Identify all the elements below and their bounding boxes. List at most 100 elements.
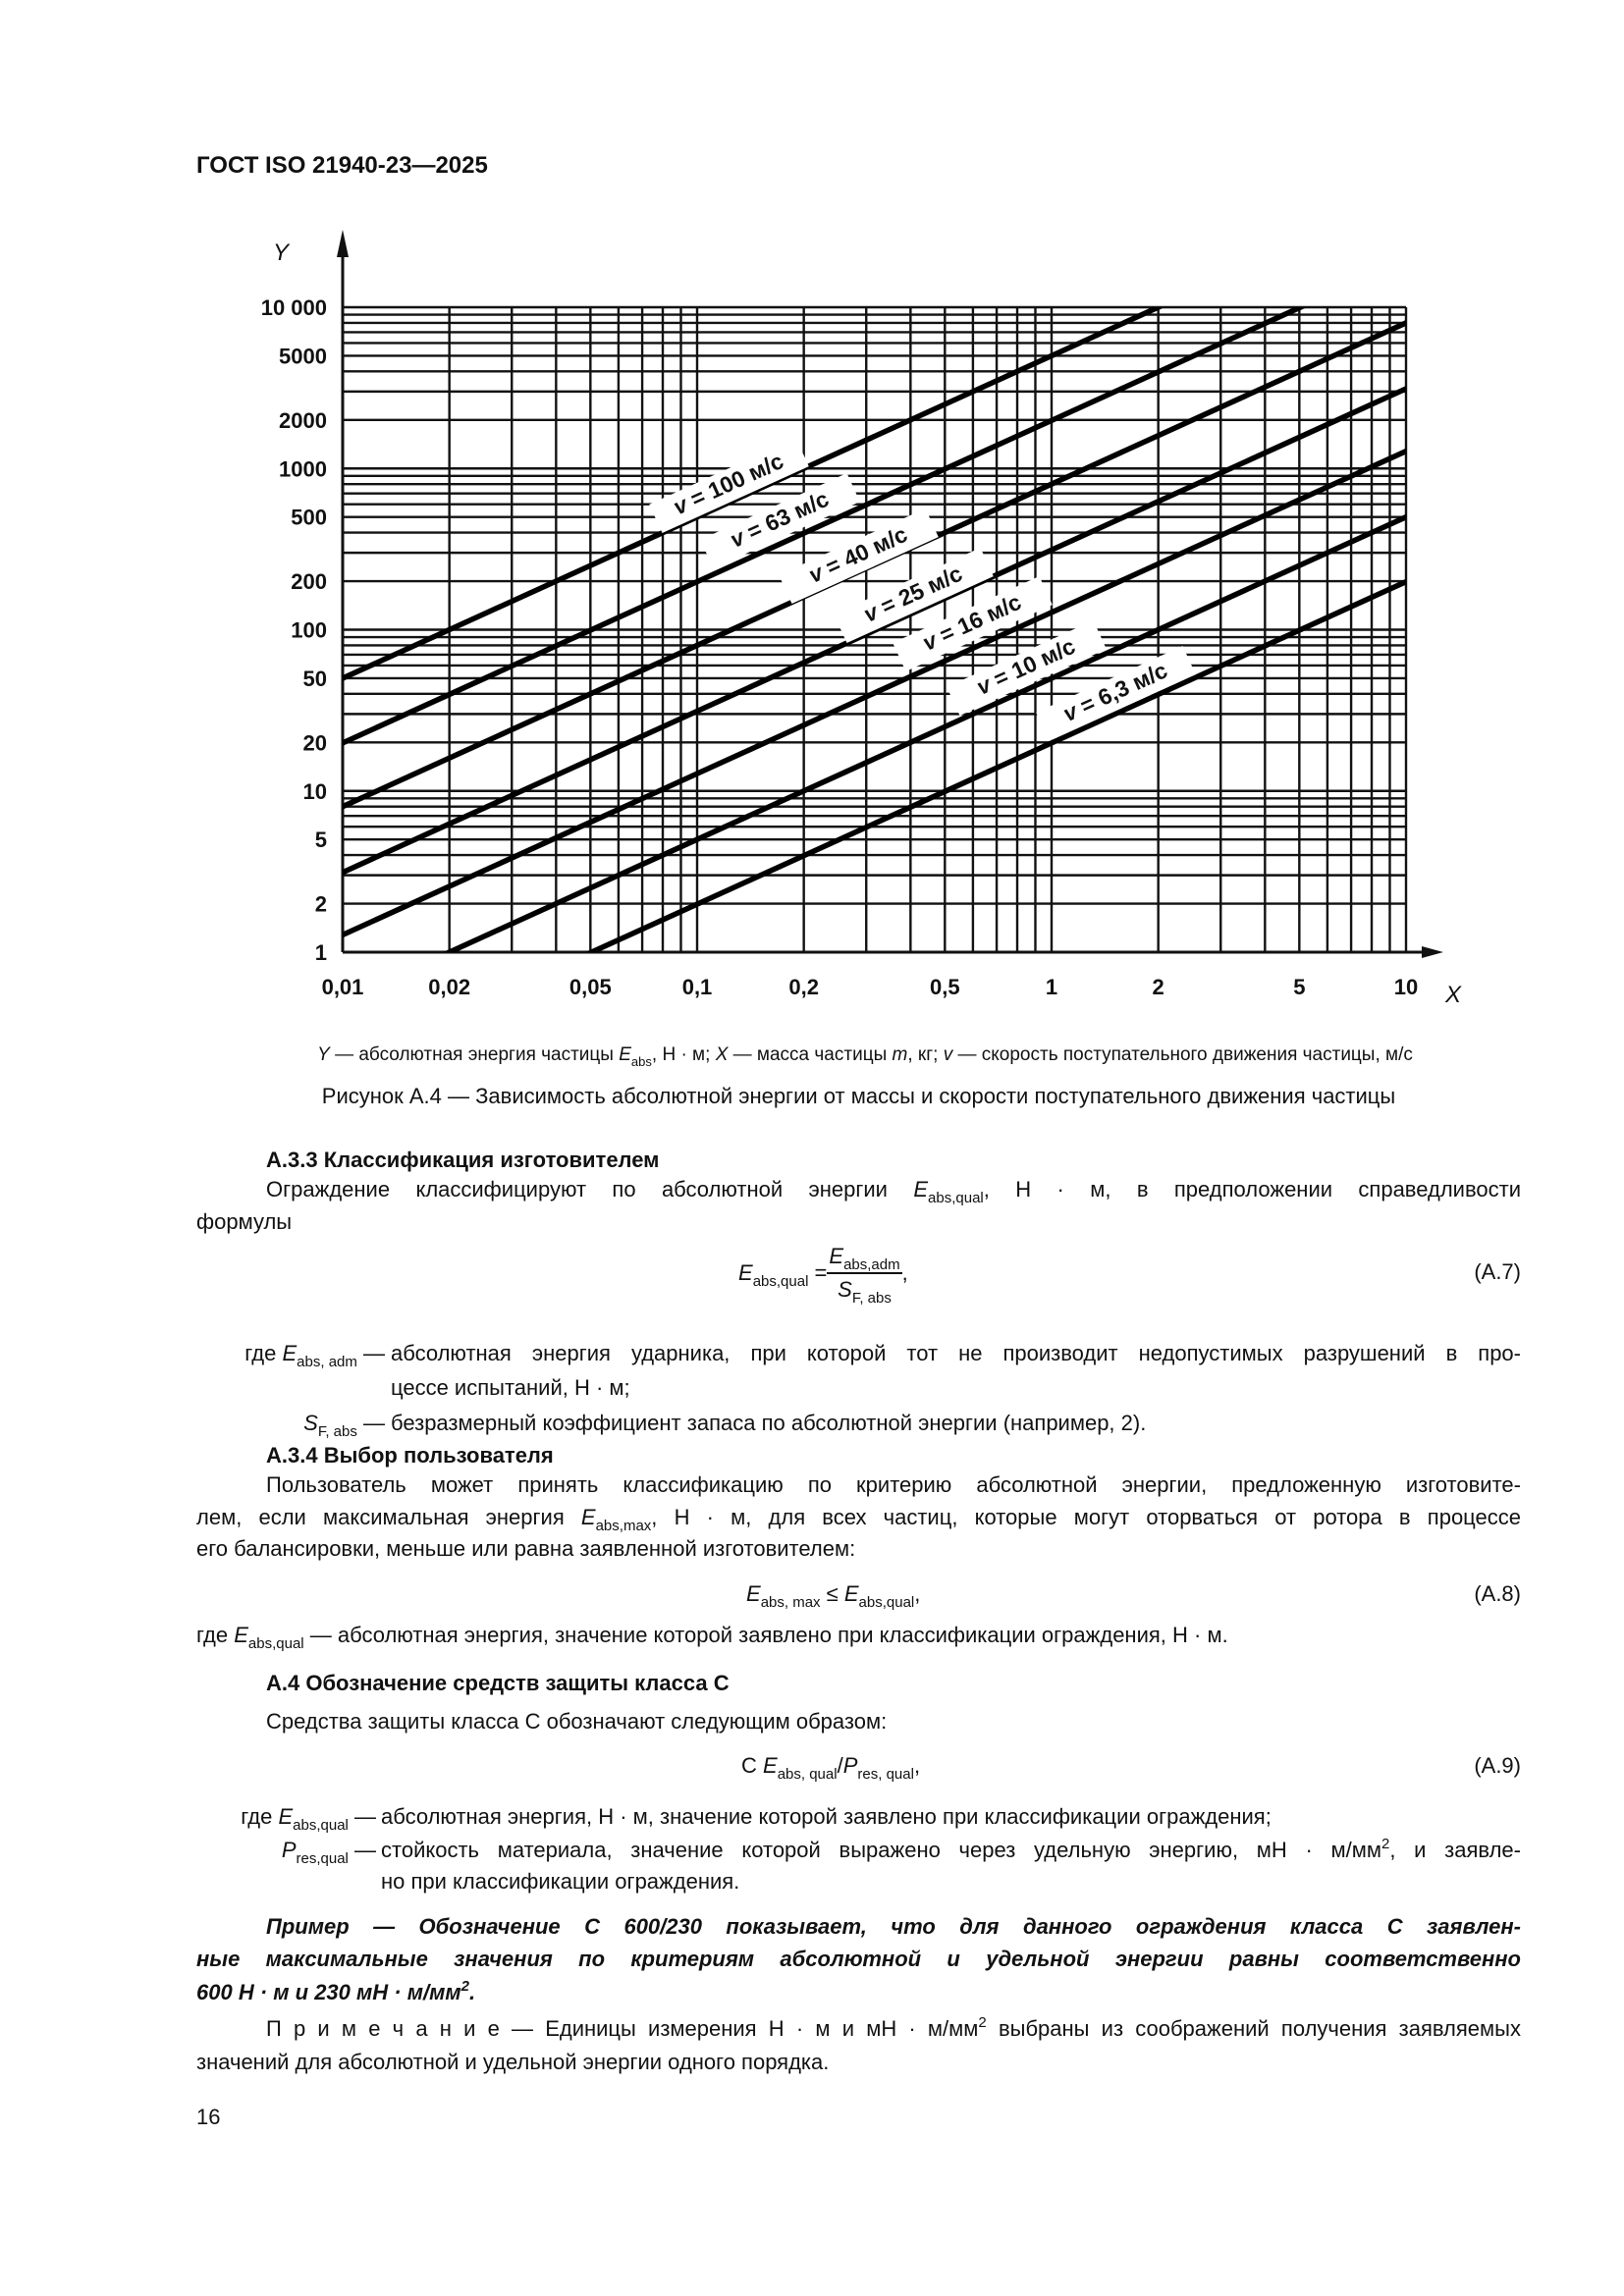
y-tick-label: 1 xyxy=(315,940,327,965)
text-segment: выбраны из соображений получения заявляе… xyxy=(986,2016,1521,2041)
x-tick-label: 0,05 xyxy=(569,975,612,999)
x-tick-label: 0,01 xyxy=(322,975,364,999)
text-segment: E xyxy=(829,1244,844,1268)
formula-fraction: Eabs,adm SF, abs xyxy=(827,1243,902,1307)
text-segment: (А.8) xyxy=(1474,1581,1521,1606)
formula-a9: С Eabs, qual/Pres, qual, xyxy=(741,1752,920,1783)
text-segment: E xyxy=(619,1044,631,1065)
text-segment: А.4 Обозначение средств защиты класса С xyxy=(266,1671,730,1695)
note-line: П р и м е ч а н и е — Единицы измерения … xyxy=(266,2015,1521,2043)
x-axis-arrow-icon xyxy=(1422,946,1443,958)
text-segment: E xyxy=(580,1505,596,1529)
text-segment: (А.9) xyxy=(1474,1753,1521,1778)
text-segment: — xyxy=(348,1838,376,1862)
paragraph-line: формулы xyxy=(196,1208,292,1236)
example-line: 600 Н · м и 230 мН · м/мм2. xyxy=(196,1979,475,2006)
formula-lhs: Eabs,qual = xyxy=(738,1259,828,1290)
text-segment: ные максимальные значения по критериям а… xyxy=(196,1947,1521,1971)
x-tick-label: 1 xyxy=(1046,975,1057,999)
text-segment: — xyxy=(348,1804,376,1829)
section-heading-a34: А.3.4 Выбор пользователя xyxy=(266,1442,554,1469)
series-label-background xyxy=(893,576,1053,672)
series-line xyxy=(443,513,1406,952)
text-segment: abs xyxy=(630,1054,652,1069)
text-segment: S xyxy=(303,1411,318,1435)
text-segment: (А.7) xyxy=(1474,1259,1521,1284)
text-segment: E xyxy=(278,1804,294,1829)
paragraph-line: Средства защиты класса С обозначают след… xyxy=(266,1708,887,1735)
text-segment: — xyxy=(356,1411,385,1435)
where-label: где Eabs, adm — xyxy=(244,1340,385,1370)
series-label: v = 40 м/с xyxy=(779,508,939,605)
text-segment: Y xyxy=(317,1044,330,1065)
text-segment: 2 xyxy=(978,2014,987,2031)
where-label: где Eabs,qual — xyxy=(241,1803,376,1834)
formula-comma: , xyxy=(902,1259,908,1287)
text-segment: abs,qual xyxy=(247,1635,304,1652)
text-segment: = xyxy=(808,1260,828,1285)
series-line xyxy=(343,307,1308,746)
y-tick-label: 10 000 xyxy=(261,295,327,320)
where-text: абсолютная энергия ударника, при которой… xyxy=(391,1340,1521,1367)
text-segment: формулы xyxy=(196,1209,293,1234)
text-segment: но при классификации ограждения. xyxy=(381,1869,740,1894)
text-segment: , xyxy=(914,1581,921,1606)
fraction-numerator: Eabs,adm xyxy=(827,1243,902,1274)
series-label-background xyxy=(649,438,809,534)
text-segment: — xyxy=(356,1341,385,1365)
where-text: абсолютная энергия, Н · м, значение кото… xyxy=(381,1803,1272,1831)
where-label: Pres,qual — xyxy=(281,1837,376,1866)
series-label-background xyxy=(1036,646,1196,742)
text-segment: X xyxy=(715,1044,729,1065)
text-segment: — масса частицы xyxy=(728,1044,893,1065)
text-segment: / xyxy=(837,1753,843,1778)
formula-a8: Eabs, max ≤ Eabs,qual, xyxy=(746,1580,921,1611)
text-segment: abs, adm xyxy=(297,1354,357,1370)
x-tick-label: 0,5 xyxy=(930,975,960,999)
formula-number: (А.7) xyxy=(1474,1258,1521,1286)
where-text: стойкость материала, значение которой вы… xyxy=(381,1837,1521,1864)
text-segment: абсолютная энергия ударника, при которой… xyxy=(391,1341,1521,1365)
where-text: цессе испытаний, Н · м; xyxy=(391,1374,630,1402)
y-tick-label: 2 xyxy=(315,892,327,917)
paragraph-line: лем, если максимальная энергия Eabs,max,… xyxy=(196,1504,1521,1533)
text-segment: abs, max xyxy=(760,1594,821,1611)
text-segment: P xyxy=(842,1753,858,1778)
text-segment: v xyxy=(943,1044,953,1065)
where-text: безразмерный коэффициент запаса по абсол… xyxy=(391,1410,1146,1437)
text-segment: F, abs xyxy=(851,1290,892,1307)
series-label-background xyxy=(947,620,1107,717)
y-tick-label: 5000 xyxy=(279,344,327,368)
y-axis-label: Y xyxy=(273,240,291,266)
x-tick-label: 2 xyxy=(1153,975,1164,999)
text-segment: abs,qual xyxy=(928,1190,984,1206)
text-segment: abs,qual xyxy=(293,1817,349,1834)
text-segment: стойкость материала, значение которой вы… xyxy=(381,1838,1382,1862)
section-heading-a33: А.3.3 Классификация изготовителем xyxy=(266,1147,659,1174)
y-tick-label: 1000 xyxy=(279,456,327,481)
text-segment: P xyxy=(281,1838,297,1862)
y-tick-label: 200 xyxy=(291,569,327,594)
figure-legend: Y — абсолютная энергия частицы Eabs, Н ·… xyxy=(212,1041,1518,1069)
series-line xyxy=(584,578,1406,952)
text-segment: m xyxy=(892,1044,908,1065)
text-segment: где xyxy=(196,1623,235,1647)
text-segment: E xyxy=(913,1177,929,1201)
text-segment: значений для абсолютной и удельной энерг… xyxy=(196,2050,830,2074)
text-segment: res, qual xyxy=(857,1766,914,1783)
text-segment: его балансировки, меньше или равна заявл… xyxy=(196,1536,856,1561)
text-segment: 600 Н · м и 230 мН · м/мм xyxy=(196,1980,461,2004)
text-segment: E xyxy=(738,1260,753,1285)
series-label-background xyxy=(834,548,994,644)
text-segment: . xyxy=(469,1980,476,2004)
where-text: но при классификации ограждения. xyxy=(381,1868,739,1896)
text-segment: abs,qual xyxy=(752,1273,809,1290)
text-segment: А.3.4 Выбор пользователя xyxy=(266,1443,554,1468)
x-tick-label: 0,02 xyxy=(428,975,470,999)
text-segment: Рисунок А.4 — Зависимость абсолютной эне… xyxy=(321,1084,1396,1108)
text-segment: — абсолютная энергия, значение которой з… xyxy=(303,1623,1228,1647)
text-segment: F, abs xyxy=(317,1423,357,1440)
text-segment: Средства защиты класса С обозначают след… xyxy=(266,1709,888,1734)
example-line: Пример — Обозначение С 600/230 показывае… xyxy=(266,1913,1521,1941)
series-label-background xyxy=(700,473,860,569)
